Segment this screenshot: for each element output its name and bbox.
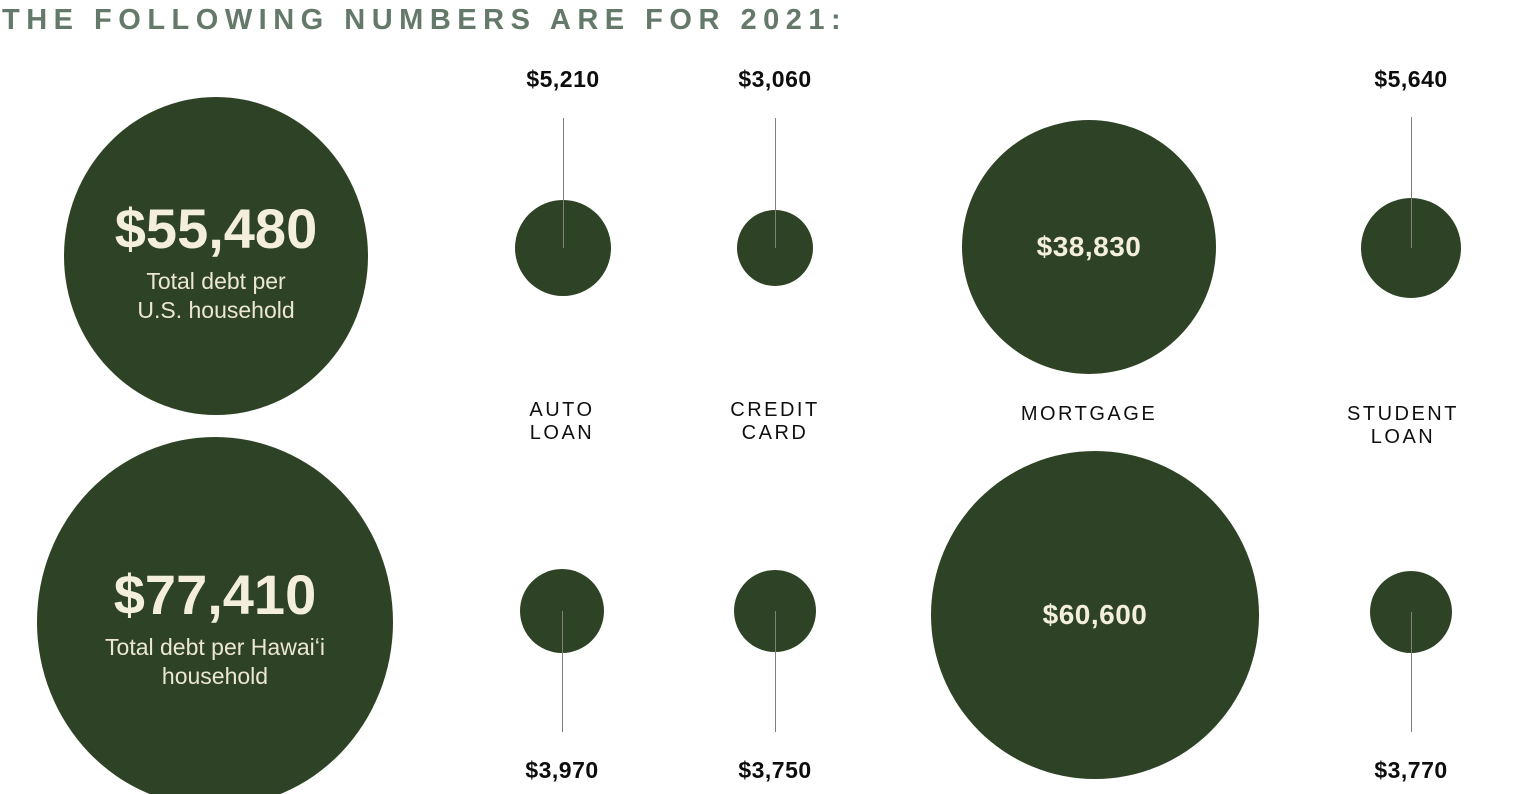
us-auto-loan-value-label: $5,210 <box>526 66 600 92</box>
us-auto-loan-callout-line <box>563 118 564 248</box>
hawaii-total-bubble: $77,410 Total debt per Hawaiʻi household <box>37 437 393 794</box>
hawaii-credit-card-callout-line <box>775 611 776 732</box>
hawaii-auto-loan-callout-line <box>562 611 563 732</box>
page-title: THE FOLLOWING NUMBERS ARE FOR 2021: <box>2 4 848 36</box>
category-label-credit-card: CREDIT CARD <box>730 399 820 444</box>
hawaii-total-value: $77,410 <box>113 562 317 626</box>
hawaii-student-loan-value-label: $3,770 <box>1374 757 1448 783</box>
us-total-bubble: $55,480 Total debt per U.S. household <box>64 97 368 415</box>
us-total-caption: Total debt per U.S. household <box>137 267 295 324</box>
us-student-loan-value-label: $5,640 <box>1374 66 1448 92</box>
hawaii-mortgage-bubble: $60,600 <box>931 451 1259 779</box>
hawaii-auto-loan-value-label: $3,970 <box>525 757 599 783</box>
us-mortgage-value: $38,830 <box>1036 231 1142 262</box>
hawaii-student-loan-callout-line <box>1411 612 1412 732</box>
category-label-mortgage: MORTGAGE <box>1020 403 1158 425</box>
hawaii-mortgage-value: $60,600 <box>1042 599 1148 630</box>
us-total-value: $55,480 <box>114 196 318 260</box>
category-label-auto-loan: AUTO LOAN <box>529 399 595 444</box>
hawaii-credit-card-value-label: $3,750 <box>738 757 812 783</box>
category-label-student-loan: STUDENT LOAN <box>1347 403 1459 448</box>
us-student-loan-callout-line <box>1411 117 1412 248</box>
hawaii-total-caption: Total debt per Hawaiʻi household <box>105 633 325 690</box>
us-mortgage-bubble: $38,830 <box>962 120 1216 374</box>
us-credit-card-callout-line <box>775 118 776 248</box>
us-credit-card-value-label: $3,060 <box>738 66 812 92</box>
